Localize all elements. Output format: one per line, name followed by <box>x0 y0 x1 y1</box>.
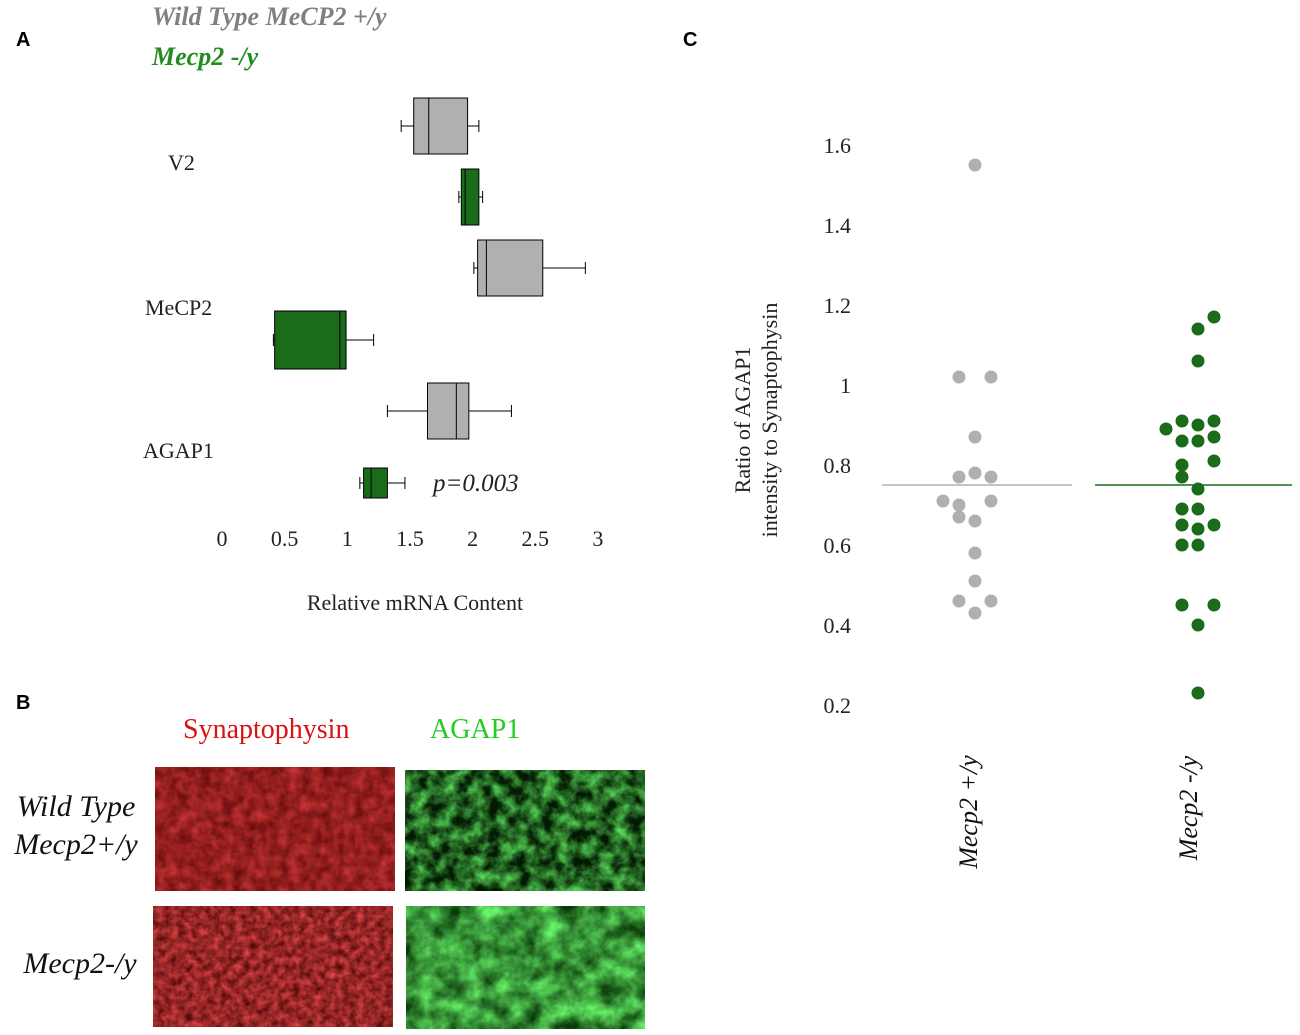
y-tick-label: 1.2 <box>824 293 852 318</box>
legend-wild-type: Wild Type MeCP2 +/y <box>152 2 387 31</box>
panel-label-c: C <box>683 29 697 51</box>
data-point-wt <box>952 470 966 484</box>
data-point-wt <box>984 370 998 384</box>
x-axis-ticks: 0 0.5 1 1.5 2 2.5 3 <box>217 526 604 551</box>
data-point-wt <box>952 498 966 512</box>
data-point-wt <box>968 606 982 620</box>
data-point-ko <box>1207 430 1221 444</box>
micrograph-ko-synaptophysin <box>153 906 393 1027</box>
micrograph-wt-synaptophysin <box>155 767 395 891</box>
data-point-ko <box>1175 502 1189 516</box>
data-point-wt <box>968 430 982 444</box>
y-tick-label: 1.4 <box>824 213 852 238</box>
data-point-ko <box>1175 518 1189 532</box>
data-point-wt <box>968 158 982 172</box>
micrograph-ko-agap1 <box>406 906 645 1029</box>
data-point-ko <box>1191 538 1205 552</box>
row-label-wild-type-line1: Wild Type <box>17 790 136 823</box>
box-wt-mecp2 <box>477 239 544 297</box>
category-label-agap1: AGAP1 <box>143 438 214 463</box>
data-point-ko <box>1207 414 1221 428</box>
y-tick-label: 0.8 <box>824 453 852 478</box>
y-tick-label: 1.6 <box>824 133 852 158</box>
x-category-label-wild-type: Mecp2 +/y <box>954 755 983 870</box>
data-point-ko <box>1175 414 1189 428</box>
data-point-wt <box>968 514 982 528</box>
y-axis-ticks: 0.2 0.4 0.6 0.8 1 1.2 1.4 1.6 <box>824 133 852 718</box>
data-point-wt <box>968 466 982 480</box>
panel-label-b: B <box>16 692 30 714</box>
y-tick-label: 0.2 <box>824 693 852 718</box>
box-wt-agap1 <box>426 382 470 440</box>
data-point-wt <box>984 594 998 608</box>
data-point-ko <box>1207 518 1221 532</box>
data-point-wt <box>968 574 982 588</box>
box-wt-v2 <box>413 97 469 155</box>
column-label-agap1: AGAP1 <box>430 714 520 745</box>
y-tick-label: 0.6 <box>824 533 852 558</box>
column-label-synaptophysin: Synaptophysin <box>183 714 349 745</box>
panel-b-micrographs: Synaptophysin AGAP1 Wild Type Mecp2+/y M… <box>13 714 645 1029</box>
x-tick-label: 2 <box>467 526 478 551</box>
dot-plot-marks <box>882 158 1292 700</box>
x-tick-label: 0.5 <box>271 526 299 551</box>
legend-knockout: Mecp2 -/y <box>151 42 259 71</box>
data-point-wt <box>936 494 950 508</box>
row-label-knockout: Mecp2-/y <box>22 947 137 980</box>
data-point-ko <box>1191 618 1205 632</box>
data-point-ko <box>1207 310 1221 324</box>
data-point-ko <box>1207 598 1221 612</box>
y-tick-label: 1 <box>840 373 851 398</box>
box-plot-marks <box>272 97 586 499</box>
category-label-mecp2: MeCP2 <box>145 295 212 320</box>
data-point-ko <box>1175 470 1189 484</box>
category-label-v2: V2 <box>168 150 195 175</box>
p-value-annotation: p=0.003 <box>431 470 519 497</box>
x-axis-title: Relative mRNA Content <box>307 590 523 615</box>
data-point-ko <box>1159 422 1173 436</box>
x-tick-label: 1.5 <box>396 526 424 551</box>
data-point-ko <box>1191 502 1205 516</box>
data-point-wt <box>952 370 966 384</box>
data-point-ko <box>1191 686 1205 700</box>
data-point-ko <box>1175 458 1189 472</box>
box-ko-agap1 <box>363 467 388 499</box>
data-point-ko <box>1207 454 1221 468</box>
data-point-ko <box>1191 418 1205 432</box>
data-point-ko <box>1175 538 1189 552</box>
panel-c-dot-plot: 0.2 0.4 0.6 0.8 1 1.2 1.4 1.6 Ratio of AGAP1 in… <box>730 133 1292 870</box>
data-point-ko <box>1175 598 1189 612</box>
panel-label-a: A <box>16 29 30 51</box>
box-ko-v2 <box>460 168 480 226</box>
panel-a-box-plot: Wild Type MeCP2 +/y Mecp2 -/y V2 MeCP2 A… <box>143 2 603 615</box>
data-point-wt <box>984 494 998 508</box>
y-tick-label: 0.4 <box>824 613 852 638</box>
micrograph-wt-agap1 <box>405 770 645 891</box>
row-label-wild-type-line2: Mecp2+/y <box>13 828 138 861</box>
data-point-wt <box>968 546 982 560</box>
x-tick-label: 2.5 <box>522 526 550 551</box>
data-point-wt <box>984 470 998 484</box>
data-point-ko <box>1191 354 1205 368</box>
data-point-wt <box>952 510 966 524</box>
data-point-ko <box>1175 434 1189 448</box>
box-ko-mecp2 <box>274 310 347 370</box>
data-point-ko <box>1191 434 1205 448</box>
x-tick-label: 1 <box>342 526 353 551</box>
x-tick-label: 3 <box>592 526 603 551</box>
x-tick-label: 0 <box>217 526 228 551</box>
data-point-ko <box>1191 482 1205 496</box>
y-axis-title-line1: Ratio of AGAP1 <box>730 347 755 494</box>
x-category-label-knockout: Mecp2 -/y <box>1174 755 1203 861</box>
data-point-wt <box>952 594 966 608</box>
y-axis-title-line2: intensity to Synaptophysin <box>757 303 782 538</box>
data-point-ko <box>1191 522 1205 536</box>
data-point-ko <box>1191 322 1205 336</box>
